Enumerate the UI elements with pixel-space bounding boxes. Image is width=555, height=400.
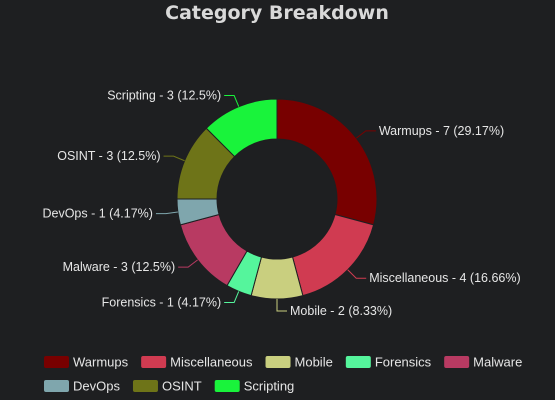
leader-devops bbox=[155, 211, 178, 215]
legend-label-forensics[interactable]: Forensics bbox=[375, 355, 432, 370]
slices-group bbox=[176, 98, 378, 300]
legend-swatch-forensics[interactable] bbox=[345, 356, 371, 368]
chart-title: Category Breakdown bbox=[165, 2, 389, 24]
legend-label-scripting[interactable]: Scripting bbox=[244, 379, 295, 394]
leader-scripting bbox=[224, 95, 240, 107]
data-label-devops: DevOps - 1 (4.17%) bbox=[42, 207, 152, 221]
legend-swatch-miscellaneous[interactable] bbox=[141, 356, 167, 368]
data-label-malware: Malware - 3 (12.5%) bbox=[63, 260, 176, 274]
legend-label-malware[interactable]: Malware bbox=[473, 355, 522, 370]
legend: Warmups Miscellaneous Mobile Forensics Malwa… bbox=[44, 355, 522, 394]
leader-miscellaneous bbox=[347, 269, 367, 279]
leader-malware bbox=[178, 259, 198, 268]
leader-mobile bbox=[276, 299, 287, 312]
data-label-miscellaneous: Miscellaneous - 4 (16.66%) bbox=[369, 271, 520, 285]
leader-forensics bbox=[224, 291, 240, 303]
data-label-warmups: Warmups - 7 (29.17%) bbox=[379, 124, 504, 138]
legend-label-warmups[interactable]: Warmups bbox=[73, 355, 129, 370]
slice-miscellaneous[interactable] bbox=[291, 213, 375, 297]
leader-osint bbox=[163, 155, 185, 162]
legend-swatch-scripting[interactable] bbox=[214, 380, 240, 392]
legend-swatch-malware[interactable] bbox=[444, 356, 470, 368]
slice-scripting[interactable] bbox=[205, 98, 278, 158]
legend-swatch-devops[interactable] bbox=[44, 380, 69, 392]
data-label-forensics: Forensics - 1 (4.17%) bbox=[102, 295, 221, 309]
data-label-scripting: Scripting - 3 (12.5%) bbox=[107, 89, 221, 103]
legend-swatch-osint[interactable] bbox=[132, 380, 158, 392]
legend-swatch-warmups[interactable] bbox=[44, 356, 69, 368]
data-labels-group: Warmups - 7 (29.17%) Miscellaneous - 4 (1… bbox=[42, 89, 520, 318]
data-label-osint: OSINT - 3 (12.5%) bbox=[57, 149, 160, 163]
data-label-mobile: Mobile - 2 (8.33%) bbox=[290, 304, 392, 318]
legend-swatch-mobile[interactable] bbox=[265, 356, 291, 368]
legend-label-devops[interactable]: DevOps bbox=[73, 379, 120, 394]
legend-label-mobile[interactable]: Mobile bbox=[295, 355, 333, 370]
leader-warmups bbox=[356, 130, 376, 139]
legend-label-osint[interactable]: OSINT bbox=[162, 379, 202, 394]
slice-warmups[interactable] bbox=[276, 98, 378, 226]
leader-lines-group bbox=[155, 95, 376, 312]
legend-label-miscellaneous[interactable]: Miscellaneous bbox=[170, 355, 253, 370]
